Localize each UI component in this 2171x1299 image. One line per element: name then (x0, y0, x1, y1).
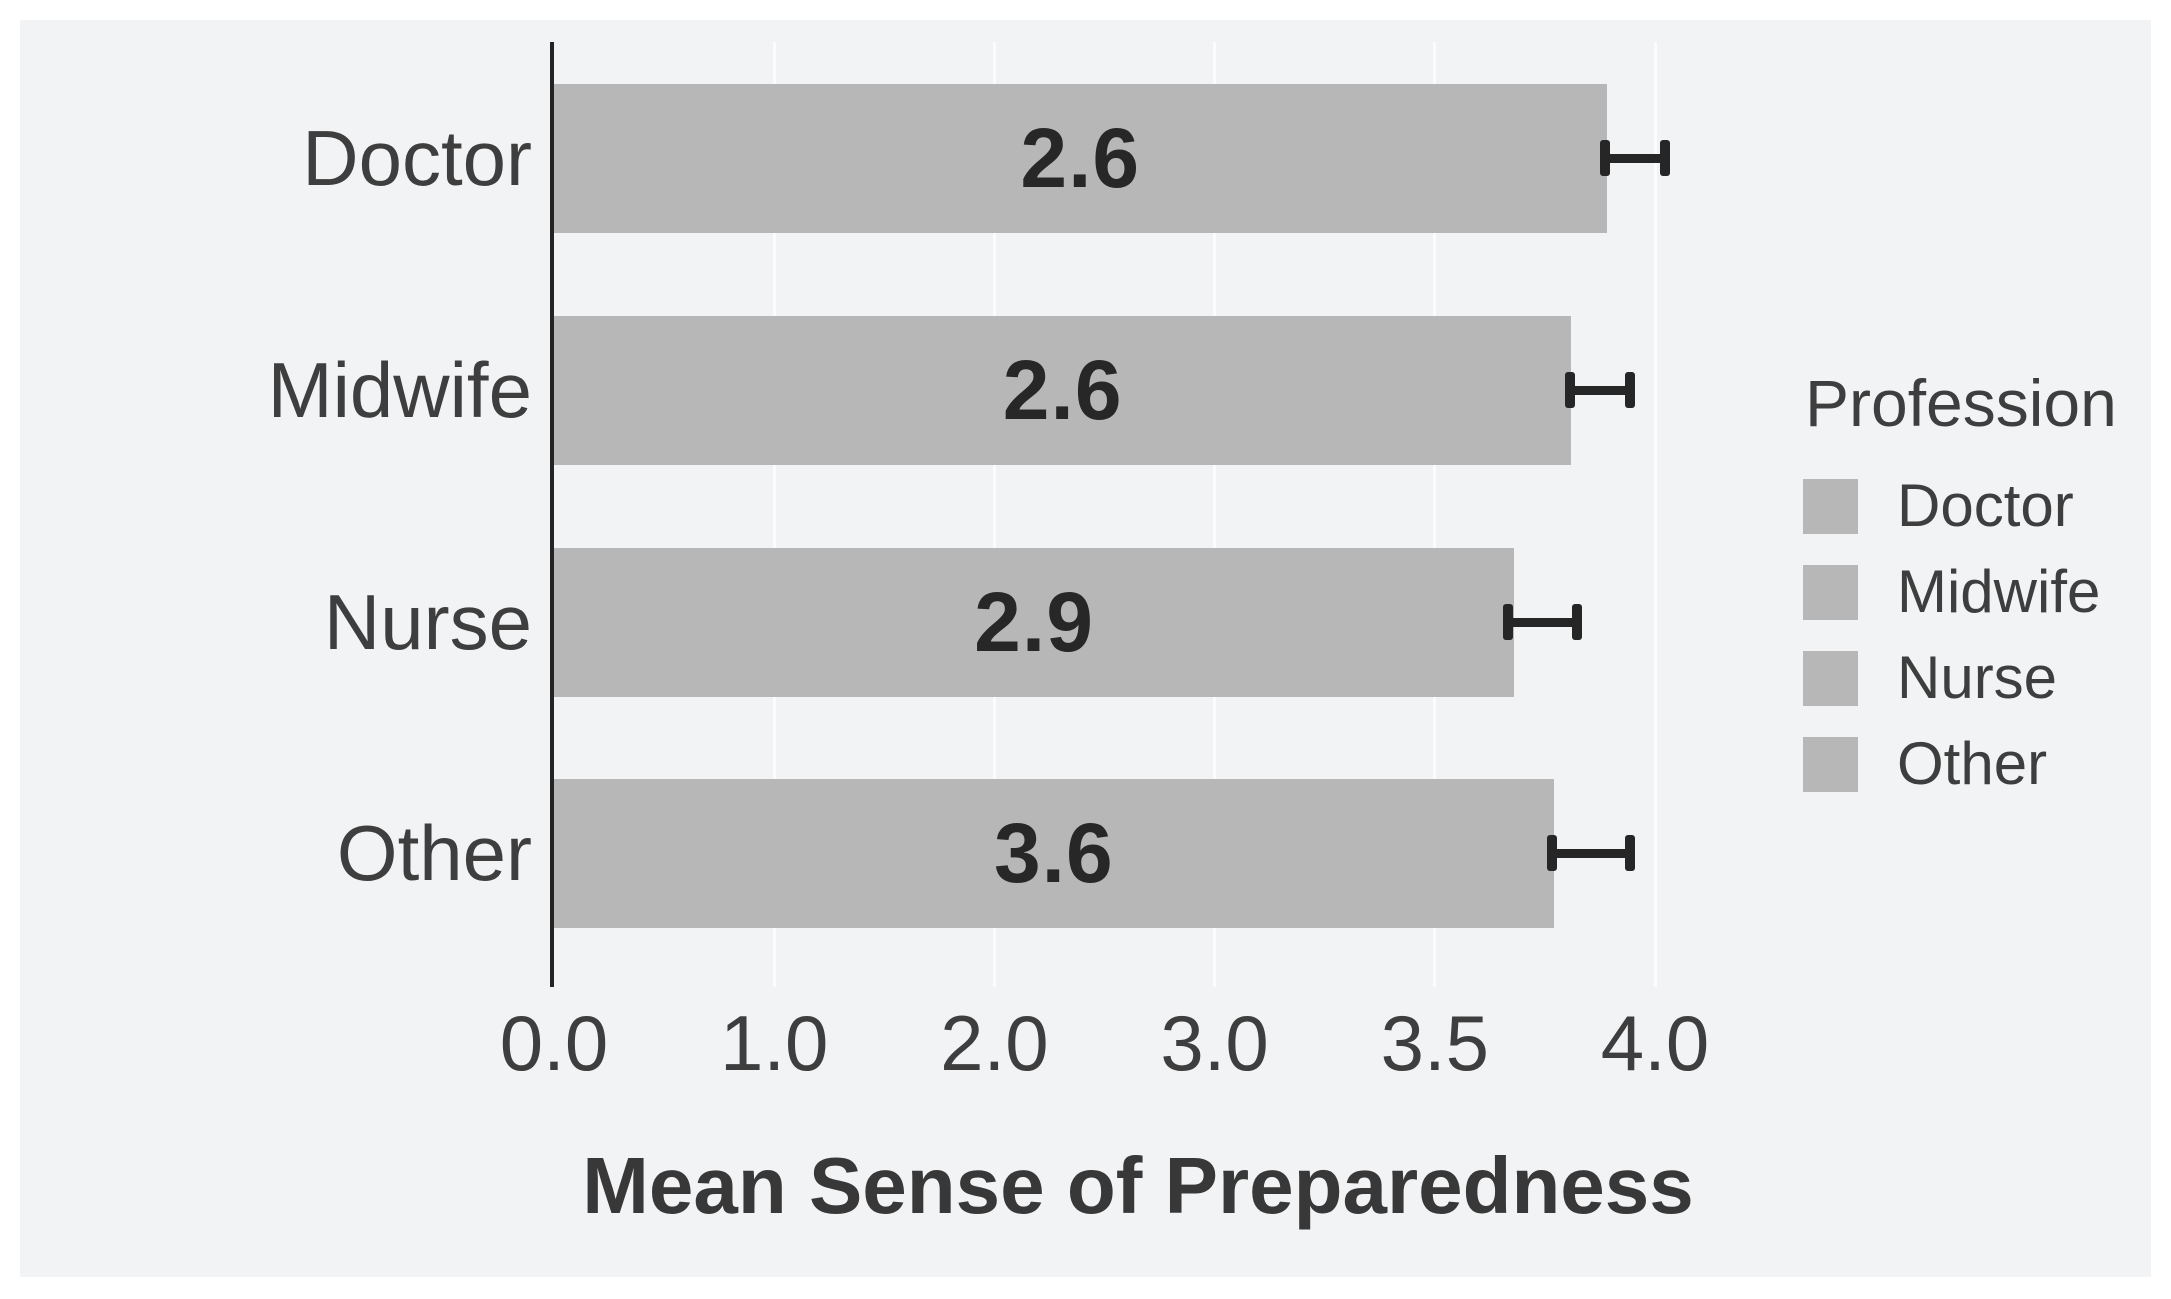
legend-entry-label: Midwife (1897, 558, 2101, 625)
error-bar-midwife (1564, 372, 1635, 408)
x-tick-label: 0.0 (499, 999, 609, 1087)
error-bar-doctor (1600, 140, 1671, 176)
legend-entry-nurse: Nurse (1803, 635, 2151, 721)
bar-value-label: 2.9 (974, 574, 1094, 669)
category-label-doctor: Doctor (302, 114, 532, 202)
error-bar-left-cap (1547, 835, 1558, 871)
bar-midwife: 2.6 (554, 315, 1572, 465)
error-bar-nurse (1503, 604, 1583, 640)
legend-entry-doctor: Doctor (1803, 463, 2151, 549)
y-axis-line (550, 42, 554, 987)
legend-swatch (1803, 650, 1858, 706)
x-tick-label: 4.0 (1600, 999, 1710, 1087)
error-bar-right-cap (1624, 835, 1635, 871)
gridline (1433, 42, 1437, 987)
error-bar-left-cap (1503, 604, 1514, 640)
gridline (992, 42, 996, 987)
bar-value-label: 2.6 (1002, 342, 1123, 437)
x-axis-title: Mean Sense of Preparedness (582, 1141, 1694, 1230)
error-bar-left-cap (1600, 140, 1611, 176)
legend-title: Profession (1805, 366, 2117, 440)
gridline (1213, 42, 1217, 987)
category-label-midwife: Midwife (267, 346, 532, 434)
legend-entry-midwife: Midwife (1803, 549, 2151, 635)
category-label-nurse: Nurse (323, 578, 532, 666)
error-bar-left-cap (1564, 372, 1575, 408)
legend-entry-other: Other (1803, 721, 2151, 807)
bar-doctor: 2.6 (554, 83, 1607, 233)
x-tick-label: 1.0 (719, 999, 829, 1087)
x-tick-label: 2.0 (940, 999, 1049, 1087)
error-bar-other (1547, 835, 1635, 871)
chart-panel: Doctor Midwife Nurse Other 2.6 2.6 2.9 3… (20, 20, 2151, 1277)
error-bar-right-cap (1572, 604, 1583, 640)
legend: Profession Doctor Midwife Nurse Other (1803, 370, 2151, 807)
bar-nurse: 2.9 (554, 547, 1515, 697)
bar-value-label: 3.6 (993, 805, 1114, 900)
legend-entry-label: Doctor (1897, 472, 2074, 539)
bar-other: 3.6 (554, 778, 1554, 928)
x-tick-label: 3.0 (1160, 999, 1269, 1087)
x-tick-label: 3.5 (1380, 999, 1490, 1087)
legend-swatch (1803, 478, 1858, 534)
legend-entry-label: Other (1897, 730, 2048, 797)
gridline (772, 42, 776, 987)
gridline (1653, 42, 1657, 987)
legend-swatch (1803, 736, 1858, 792)
error-bar-right-cap (1624, 372, 1635, 408)
category-label-other: Other (336, 809, 532, 897)
legend-swatch (1803, 564, 1858, 620)
bar-value-label: 2.6 (1020, 110, 1141, 205)
error-bar-right-cap (1660, 140, 1671, 176)
legend-entry-label: Nurse (1897, 644, 2058, 711)
